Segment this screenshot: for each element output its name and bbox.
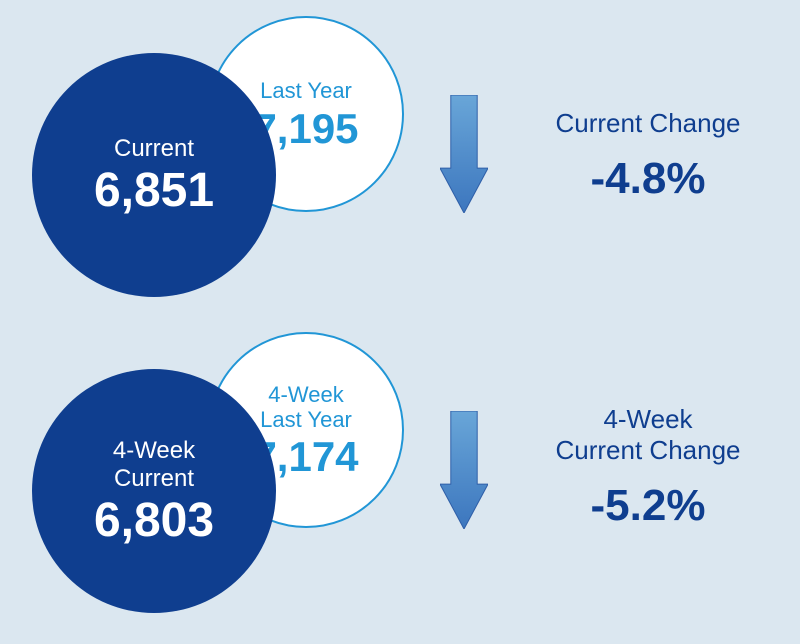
change-block-1: 4-WeekCurrent Change -5.2% — [518, 404, 778, 528]
change-block-1-label: 4-WeekCurrent Change — [518, 404, 778, 466]
change-block-0: Current Change -4.8% — [518, 108, 778, 201]
change-block-0-label: Current Change — [518, 108, 778, 139]
current-circle-0: Current 6,851 — [32, 53, 276, 297]
lastyear-circle-1-label: 4-WeekLast Year — [260, 382, 352, 433]
lastyear-circle-0-label: Last Year — [260, 78, 352, 103]
current-circle-1: 4-WeekCurrent 6,803 — [32, 369, 276, 613]
current-circle-0-label: Current — [114, 135, 194, 163]
current-circle-1-value: 6,803 — [94, 497, 214, 545]
change-block-0-value: -4.8% — [518, 157, 778, 201]
down-arrow-icon-1 — [440, 411, 488, 529]
current-circle-1-label: 4-WeekCurrent — [113, 437, 195, 492]
down-arrow-icon-0 — [440, 95, 488, 213]
change-block-1-value: -5.2% — [518, 484, 778, 528]
current-circle-0-value: 6,851 — [94, 167, 214, 215]
